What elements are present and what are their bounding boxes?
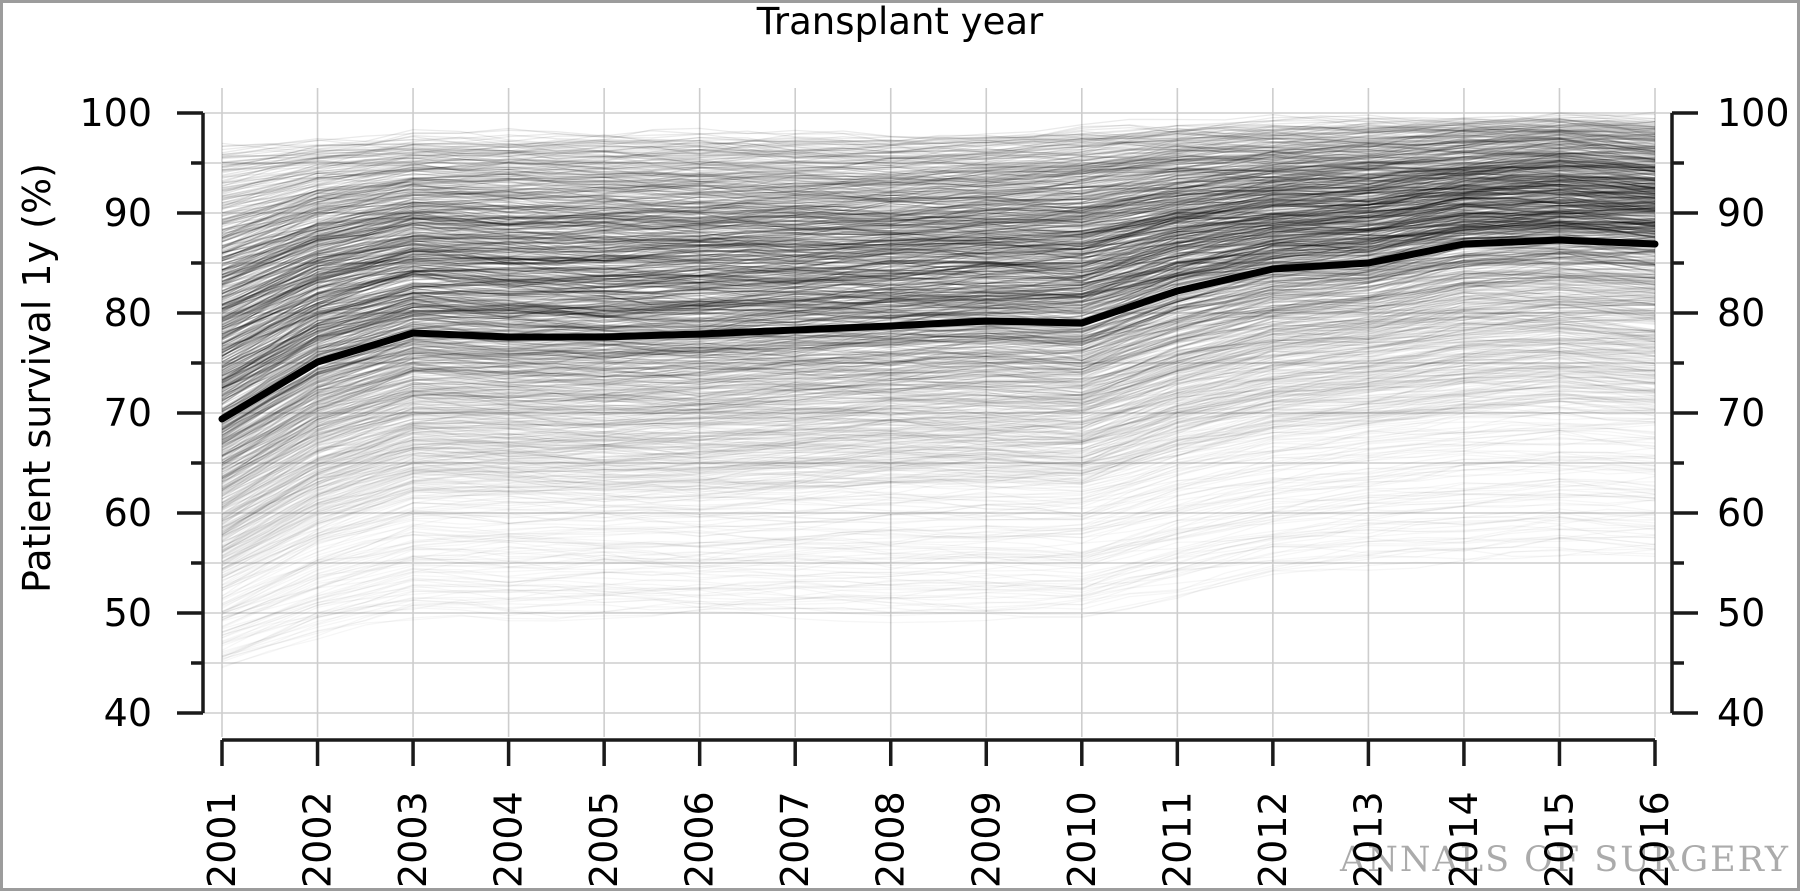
y-axis-title: Patient survival 1y (%) xyxy=(15,163,59,593)
svg-text:60: 60 xyxy=(1717,491,1765,535)
svg-text:50: 50 xyxy=(104,591,152,635)
svg-text:50: 50 xyxy=(1717,591,1765,635)
svg-text:2007: 2007 xyxy=(773,791,817,888)
svg-text:40: 40 xyxy=(1717,691,1765,735)
left-axis xyxy=(177,111,205,715)
journal-watermark: ANNALS OF SURGERY xyxy=(1340,840,1790,880)
chart-title: Transplant year xyxy=(756,0,1044,43)
svg-text:2005: 2005 xyxy=(582,791,626,888)
svg-text:70: 70 xyxy=(104,391,152,435)
svg-text:60: 60 xyxy=(104,491,152,535)
x-axis xyxy=(220,738,1657,766)
svg-text:80: 80 xyxy=(104,291,152,335)
gridlines xyxy=(203,88,1672,737)
svg-text:2013: 2013 xyxy=(1346,791,1390,888)
svg-text:2010: 2010 xyxy=(1060,791,1104,888)
svg-text:2014: 2014 xyxy=(1442,791,1486,888)
svg-text:80: 80 xyxy=(1717,291,1765,335)
svg-text:90: 90 xyxy=(104,191,152,235)
right-axis-labels: 100 90 80 70 60 50 40 xyxy=(1717,91,1790,735)
svg-text:2001: 2001 xyxy=(200,791,244,888)
svg-text:2009: 2009 xyxy=(964,791,1008,888)
svg-text:40: 40 xyxy=(104,691,152,735)
svg-text:2006: 2006 xyxy=(678,791,722,888)
svg-text:2004: 2004 xyxy=(487,791,531,888)
right-axis xyxy=(1670,111,1698,715)
svg-text:2008: 2008 xyxy=(869,791,913,888)
median-line xyxy=(218,236,1659,423)
svg-text:90: 90 xyxy=(1717,191,1765,235)
left-axis-labels: 100 90 80 70 60 50 40 xyxy=(79,91,152,735)
x-axis-labels: 2001 2002 2003 2004 2005 2006 2007 2008 2009 2010… xyxy=(200,791,1677,888)
svg-text:70: 70 xyxy=(1717,391,1765,435)
svg-text:2012: 2012 xyxy=(1251,791,1295,888)
trajectory-cloud xyxy=(221,111,1656,572)
svg-text:2002: 2002 xyxy=(296,791,340,888)
svg-text:2011: 2011 xyxy=(1155,791,1199,888)
svg-text:100: 100 xyxy=(1717,91,1790,135)
svg-text:2016: 2016 xyxy=(1633,791,1677,888)
svg-text:100: 100 xyxy=(79,91,152,135)
svg-text:2003: 2003 xyxy=(391,791,435,888)
svg-text:2015: 2015 xyxy=(1537,791,1581,888)
